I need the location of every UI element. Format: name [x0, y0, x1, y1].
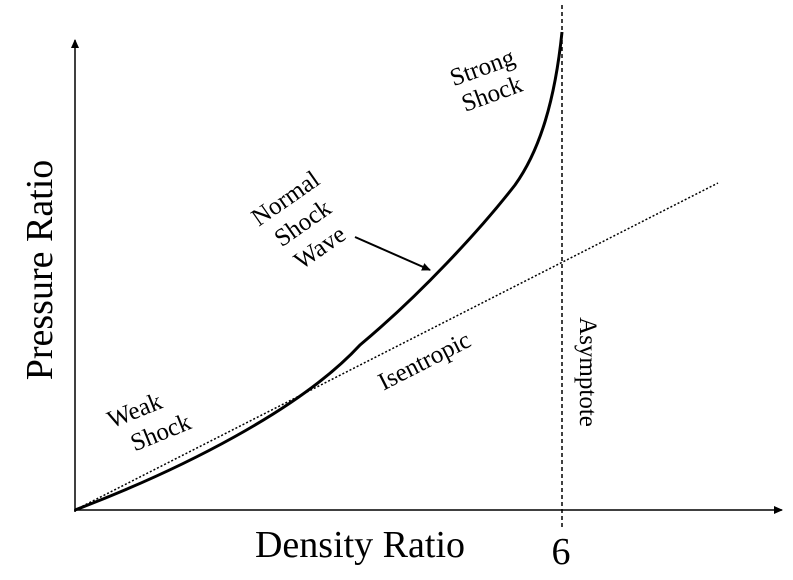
- x-tick-label: 6: [552, 531, 571, 573]
- isentropic-line: [74, 182, 719, 511]
- asymptote-label: Asymptote: [574, 317, 601, 427]
- strong-shock-label: Strong Shock: [446, 44, 526, 118]
- y-axis-label: Pressure Ratio: [19, 160, 61, 381]
- annotation-arrow: [354, 236, 431, 271]
- shock-curve: [74, 31, 564, 512]
- weak-shock-label: Weak Shock: [104, 388, 196, 457]
- normal-shock-label: Normal Shock Wave: [247, 166, 351, 275]
- isentropic-label: Isentropic: [374, 327, 475, 396]
- x-axis-label: Density Ratio: [255, 524, 465, 566]
